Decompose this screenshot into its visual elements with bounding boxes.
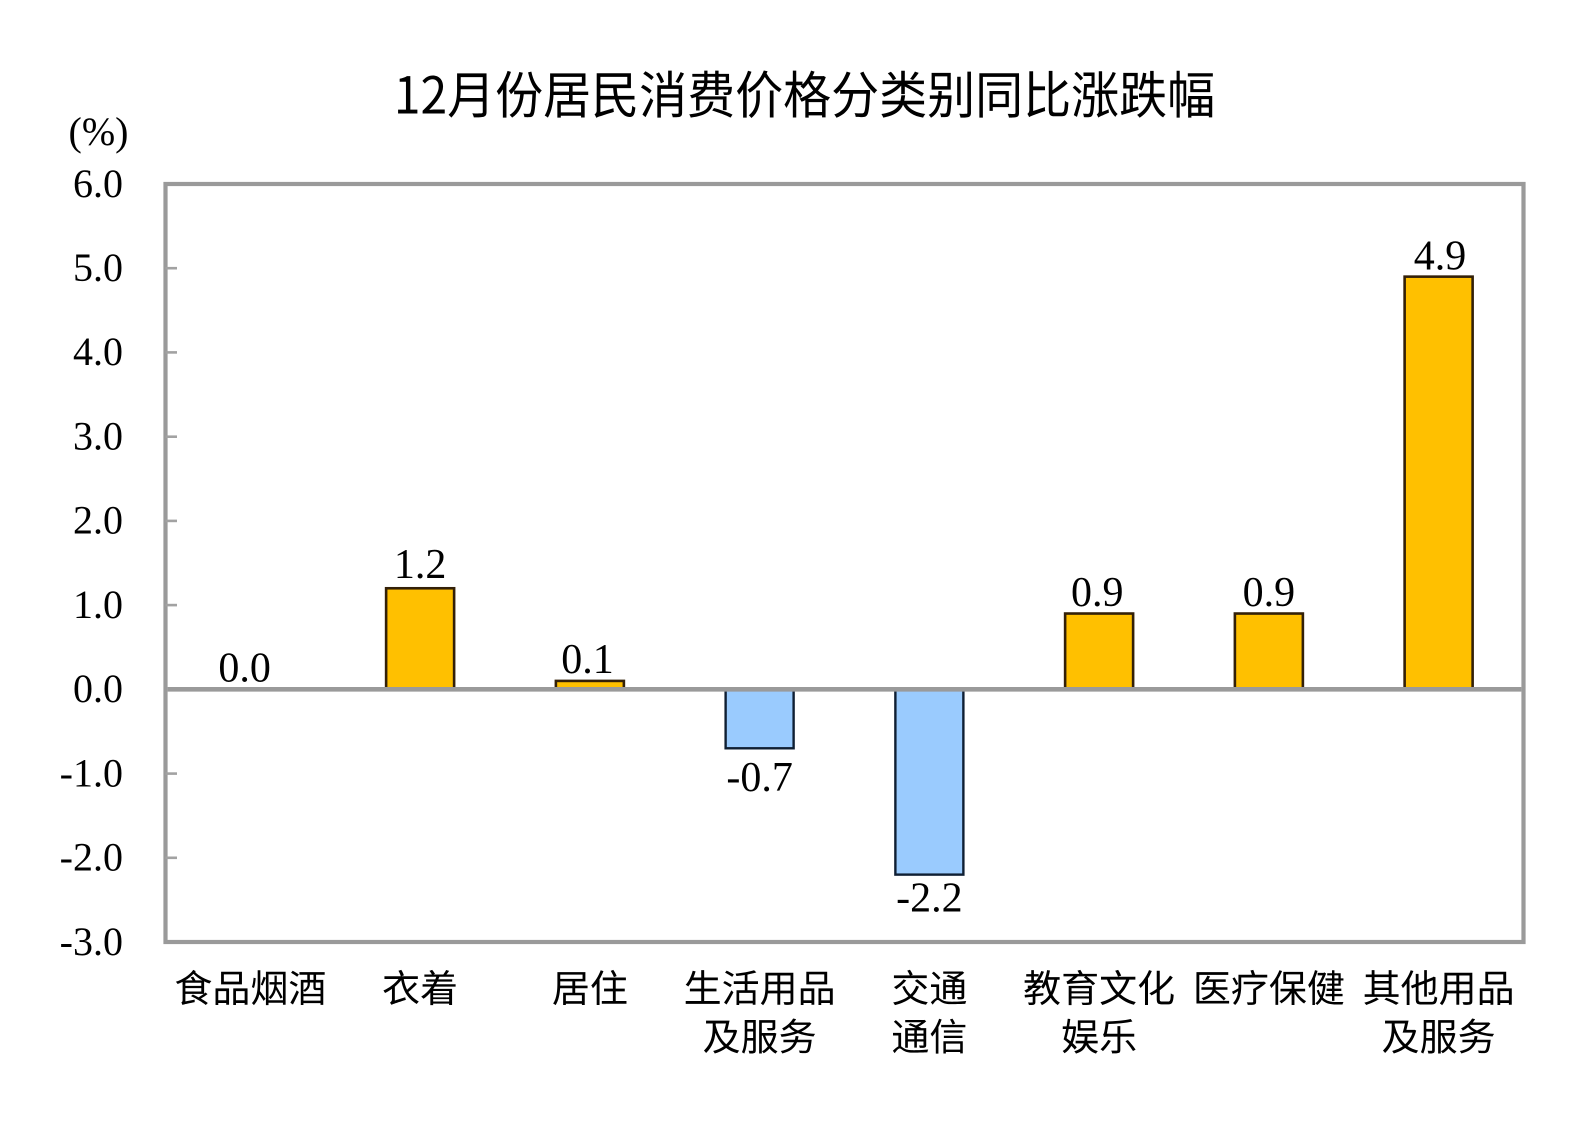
svg-text:4.9: 4.9 [1414,233,1467,279]
svg-text:3.0: 3.0 [73,414,123,459]
svg-text:0.9: 0.9 [1243,570,1296,616]
svg-text:0.9: 0.9 [1071,570,1124,616]
svg-text:0.0: 0.0 [73,666,123,711]
svg-text:0.1: 0.1 [561,637,614,683]
svg-text:-2.2: -2.2 [896,876,963,922]
svg-text:5.0: 5.0 [73,245,123,290]
svg-text:(%): (%) [69,109,129,154]
svg-text:0.0: 0.0 [218,646,271,692]
svg-text:-2.0: -2.0 [60,835,123,880]
svg-text:1.0: 1.0 [73,582,123,627]
svg-text:2.0: 2.0 [73,498,123,543]
svg-text:1.2: 1.2 [394,542,447,588]
svg-text:-0.7: -0.7 [726,755,793,801]
svg-text:4.0: 4.0 [73,329,123,374]
svg-text:6.0: 6.0 [73,161,123,206]
svg-text:-3.0: -3.0 [60,919,123,964]
svg-text:-1.0: -1.0 [60,750,123,795]
